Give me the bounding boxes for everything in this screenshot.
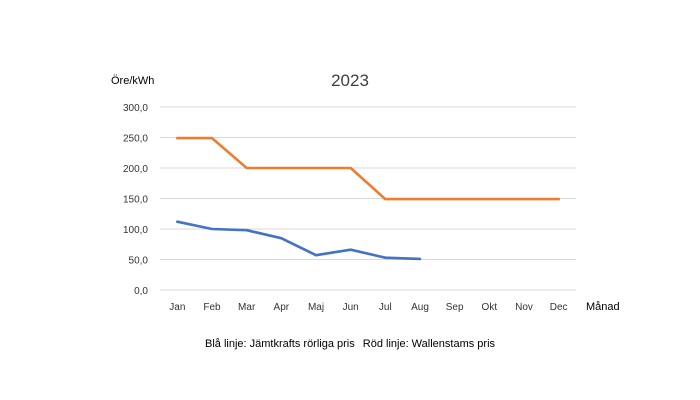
y-tick-label: 50,0	[129, 256, 149, 267]
y-tick-label: 150,0	[123, 195, 148, 206]
x-tick-label: Maj	[308, 302, 324, 313]
y-tick-label: 100,0	[123, 225, 148, 236]
caption-blue-line: Blå linje: Jämtkrafts rörliga pris	[204, 338, 355, 350]
y-axis-label: Öre/kWh	[111, 75, 154, 87]
x-tick-label: Sep	[446, 302, 464, 313]
y-tick-label: 0,0	[134, 286, 148, 297]
x-tick-label: Jul	[379, 302, 392, 313]
y-tick-labels: 0,0 50,0 100,0 150,0 200,0 250,0 300,0	[123, 103, 148, 297]
y-tick-label: 250,0	[123, 134, 148, 145]
x-tick-label: Okt	[482, 302, 498, 313]
x-tick-label: Dec	[550, 302, 568, 313]
x-tick-label: Nov	[515, 302, 533, 313]
series-lines	[176, 136, 561, 261]
chart-caption: Blå linje: Jämtkrafts rörliga pris Röd li…	[0, 338, 700, 350]
chart-title: 2023	[331, 71, 369, 90]
series-line-blue	[176, 220, 422, 261]
y-tick-label: 200,0	[123, 164, 148, 175]
caption-red-line: Röd linje: Wallenstams pris	[362, 338, 496, 350]
x-tick-label: Feb	[203, 302, 221, 313]
series-line-orange	[176, 136, 561, 201]
y-tick-label: 300,0	[123, 103, 148, 114]
x-axis-label: Månad	[586, 301, 620, 313]
x-tick-label: Mar	[238, 302, 256, 313]
x-tick-label: Apr	[274, 302, 290, 313]
x-tick-labels: Jan Feb Mar Apr Maj Jun Jul Aug Sep Okt Nov Dec	[169, 302, 567, 313]
x-tick-label: Jun	[343, 302, 359, 313]
x-tick-label: Aug	[411, 302, 429, 313]
x-tick-label: Jan	[169, 302, 185, 313]
